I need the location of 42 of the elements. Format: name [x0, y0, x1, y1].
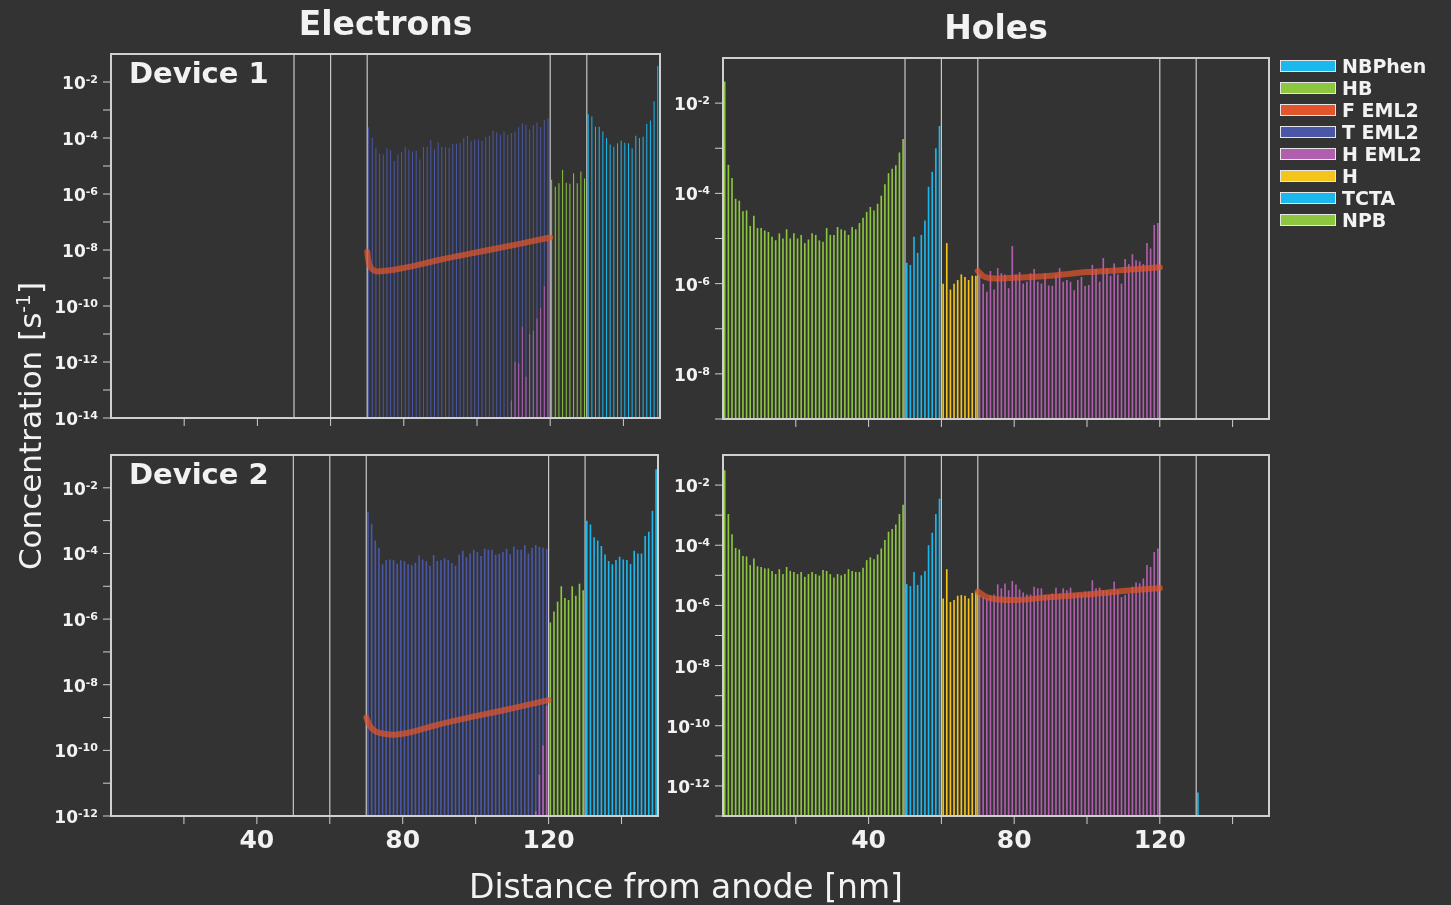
x-tick-label: 40	[239, 825, 275, 854]
y-tick-label: 10$^{-12}$	[54, 352, 98, 373]
y-tick-label: 10$^{-2}$	[62, 478, 98, 499]
y-tick-label: 10$^{-6}$	[62, 184, 99, 205]
y-tick-label: 10$^{-10}$	[54, 740, 99, 762]
x-tick-label: 80	[385, 825, 421, 854]
annotation: Device 1	[129, 56, 269, 90]
y-tick-label: 10$^{-12}$	[54, 806, 98, 827]
legend-label: H	[1342, 165, 1358, 187]
x-tick-label: 120	[1133, 825, 1186, 854]
legend-label: NBPhen	[1342, 55, 1427, 77]
y-tick-label: 10$^{-8}$	[674, 656, 710, 677]
legend-label: NPB	[1342, 209, 1387, 231]
y-tick-label: 10$^{-8}$	[62, 240, 98, 261]
y-tick-label: 10$^{-4}$	[62, 543, 99, 565]
x-tick-label: 120	[522, 825, 575, 854]
chart-title: Holes	[944, 8, 1048, 47]
chart-title: Electrons	[298, 4, 473, 43]
y-tick-label: 10$^{-10}$	[666, 716, 711, 737]
y-tick-label: 10$^{-6}$	[62, 609, 99, 631]
y-tick-label: 10$^{-4}$	[62, 128, 99, 149]
y-tick-label: 10$^{-6}$	[674, 274, 711, 295]
legend-label: H EML2	[1342, 143, 1422, 165]
y-tick-label: 10$^{-8}$	[62, 675, 98, 696]
x-tick-label: 80	[996, 825, 1032, 854]
y-tick-label: 10$^{-2}$	[674, 475, 710, 497]
y-tick-label: 10$^{-8}$	[674, 364, 710, 385]
y-tick-label: 10$^{-12}$	[666, 776, 710, 797]
y-tick-label: 10$^{-6}$	[674, 595, 711, 617]
legend-label: F EML2	[1342, 99, 1419, 121]
y-tick-label: 10$^{-4}$	[674, 183, 711, 205]
y-tick-label: 10$^{-10}$	[54, 296, 99, 317]
legend-label: TCTA	[1342, 187, 1396, 209]
y-tick-label: 10$^{-2}$	[62, 72, 98, 93]
legend-label: T EML2	[1342, 121, 1419, 143]
y-tick-label: 10$^{-2}$	[674, 93, 710, 115]
legend-label: HB	[1342, 77, 1373, 99]
annotation: Device 2	[129, 457, 269, 491]
x-axis-title: Distance from anode [nm]	[469, 866, 903, 905]
y-tick-label: 10$^{-14}$	[54, 408, 99, 429]
y-tick-label: 10$^{-4}$	[674, 535, 711, 557]
x-tick-label: 40	[851, 825, 886, 854]
